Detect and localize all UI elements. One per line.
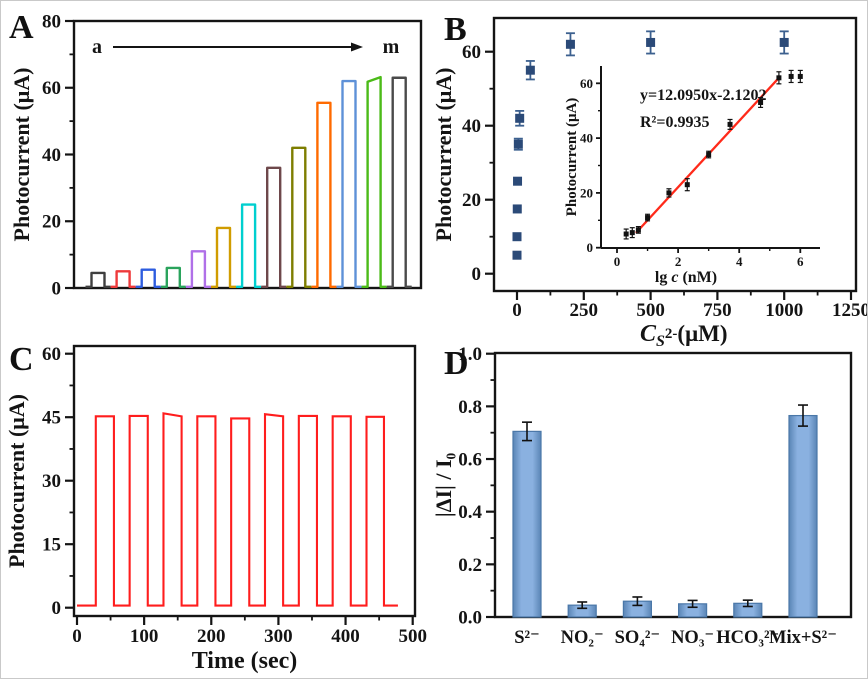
svg-text:0: 0 [72, 626, 82, 647]
svg-text:40: 40 [42, 145, 61, 166]
svg-text:Photocurrent (μA): Photocurrent (μA) [431, 68, 456, 242]
panel-label-b: B [444, 11, 467, 48]
svg-text:0.8: 0.8 [458, 397, 482, 418]
svg-text:m: m [383, 36, 400, 58]
svg-text:0.0: 0.0 [458, 607, 482, 628]
svg-text:750: 750 [703, 300, 732, 321]
svg-text:S²⁻: S²⁻ [514, 628, 540, 648]
svg-text:250: 250 [570, 300, 599, 321]
svg-text:1.0: 1.0 [458, 344, 482, 365]
svg-text:60: 60 [580, 76, 593, 91]
svg-text:CS2-(μM): CS2-(μM) [640, 321, 728, 350]
svg-text:20: 20 [580, 185, 593, 200]
svg-text:Time (sec): Time (sec) [192, 648, 298, 674]
svg-text:0: 0 [587, 240, 594, 255]
svg-text:0: 0 [614, 254, 621, 269]
svg-text:2: 2 [675, 254, 682, 269]
svg-text:15: 15 [42, 535, 61, 556]
svg-text:0: 0 [512, 300, 522, 321]
svg-text:SO₄²⁻: SO₄²⁻ [615, 628, 661, 648]
svg-text:60: 60 [42, 344, 61, 365]
svg-text:0: 0 [52, 598, 62, 619]
svg-text:NO₃⁻: NO₃⁻ [671, 628, 714, 648]
svg-text:500: 500 [398, 626, 427, 647]
svg-text:1250: 1250 [832, 300, 868, 321]
svg-text:Photocurrent (μA): Photocurrent (μA) [9, 68, 34, 242]
svg-text:40: 40 [462, 116, 481, 137]
svg-text:20: 20 [462, 190, 481, 211]
svg-text:lg c (nM): lg c (nM) [655, 269, 717, 286]
panel-a-pulse-chart: 0 20 40 60 80 Photocurrent (μA) a m [9, 11, 423, 299]
panel-label-c: C [9, 341, 34, 378]
svg-text:0: 0 [472, 264, 482, 285]
svg-text:NO₂⁻: NO₂⁻ [561, 628, 604, 648]
svg-text:Photocurrent (μA): Photocurrent (μA) [564, 98, 580, 217]
svg-text:0.4: 0.4 [458, 502, 482, 523]
svg-text:a: a [92, 36, 102, 58]
svg-text:HCO₃²⁻: HCO₃²⁻ [716, 628, 779, 648]
panel-label-d: D [444, 345, 469, 382]
svg-text:400: 400 [331, 626, 360, 647]
svg-text:0: 0 [52, 278, 62, 299]
svg-text:Photocurrent (μA): Photocurrent (μA) [4, 394, 29, 568]
svg-text:1000: 1000 [765, 300, 803, 321]
panel-d-bar-chart: 0.0 0.2 0.4 0.6 0.8 1.0 |ΔI| / I₀ S²⁻ NO₂⁻ SO₄²⁻ N… [431, 344, 853, 648]
svg-text:4: 4 [736, 254, 743, 269]
svg-text:y=12.0950x-2.1202: y=12.0950x-2.1202 [640, 87, 766, 104]
svg-text:200: 200 [197, 626, 226, 647]
svg-text:0.2: 0.2 [458, 555, 482, 576]
svg-text:80: 80 [42, 11, 61, 32]
svg-text:6: 6 [797, 254, 804, 269]
svg-text:500: 500 [636, 300, 665, 321]
svg-text:45: 45 [42, 408, 61, 429]
svg-text:30: 30 [42, 471, 61, 492]
svg-text:40: 40 [580, 131, 593, 146]
svg-text:Mix+S²⁻: Mix+S²⁻ [769, 628, 837, 648]
svg-text:0.6: 0.6 [458, 449, 482, 470]
svg-text:|ΔI| / I₀: |ΔI| / I₀ [431, 452, 456, 517]
svg-text:60: 60 [462, 42, 481, 63]
svg-text:R²=0.9935: R²=0.9935 [640, 114, 709, 131]
svg-text:300: 300 [264, 626, 293, 647]
panel-label-a: A [9, 9, 34, 46]
svg-text:20: 20 [42, 212, 61, 233]
panel-c-time-chart: 0 15 30 45 60 0 100 200 300 400 500 Photocurrent (μ… [4, 344, 427, 674]
svg-text:60: 60 [42, 78, 61, 99]
svg-text:100: 100 [130, 626, 159, 647]
